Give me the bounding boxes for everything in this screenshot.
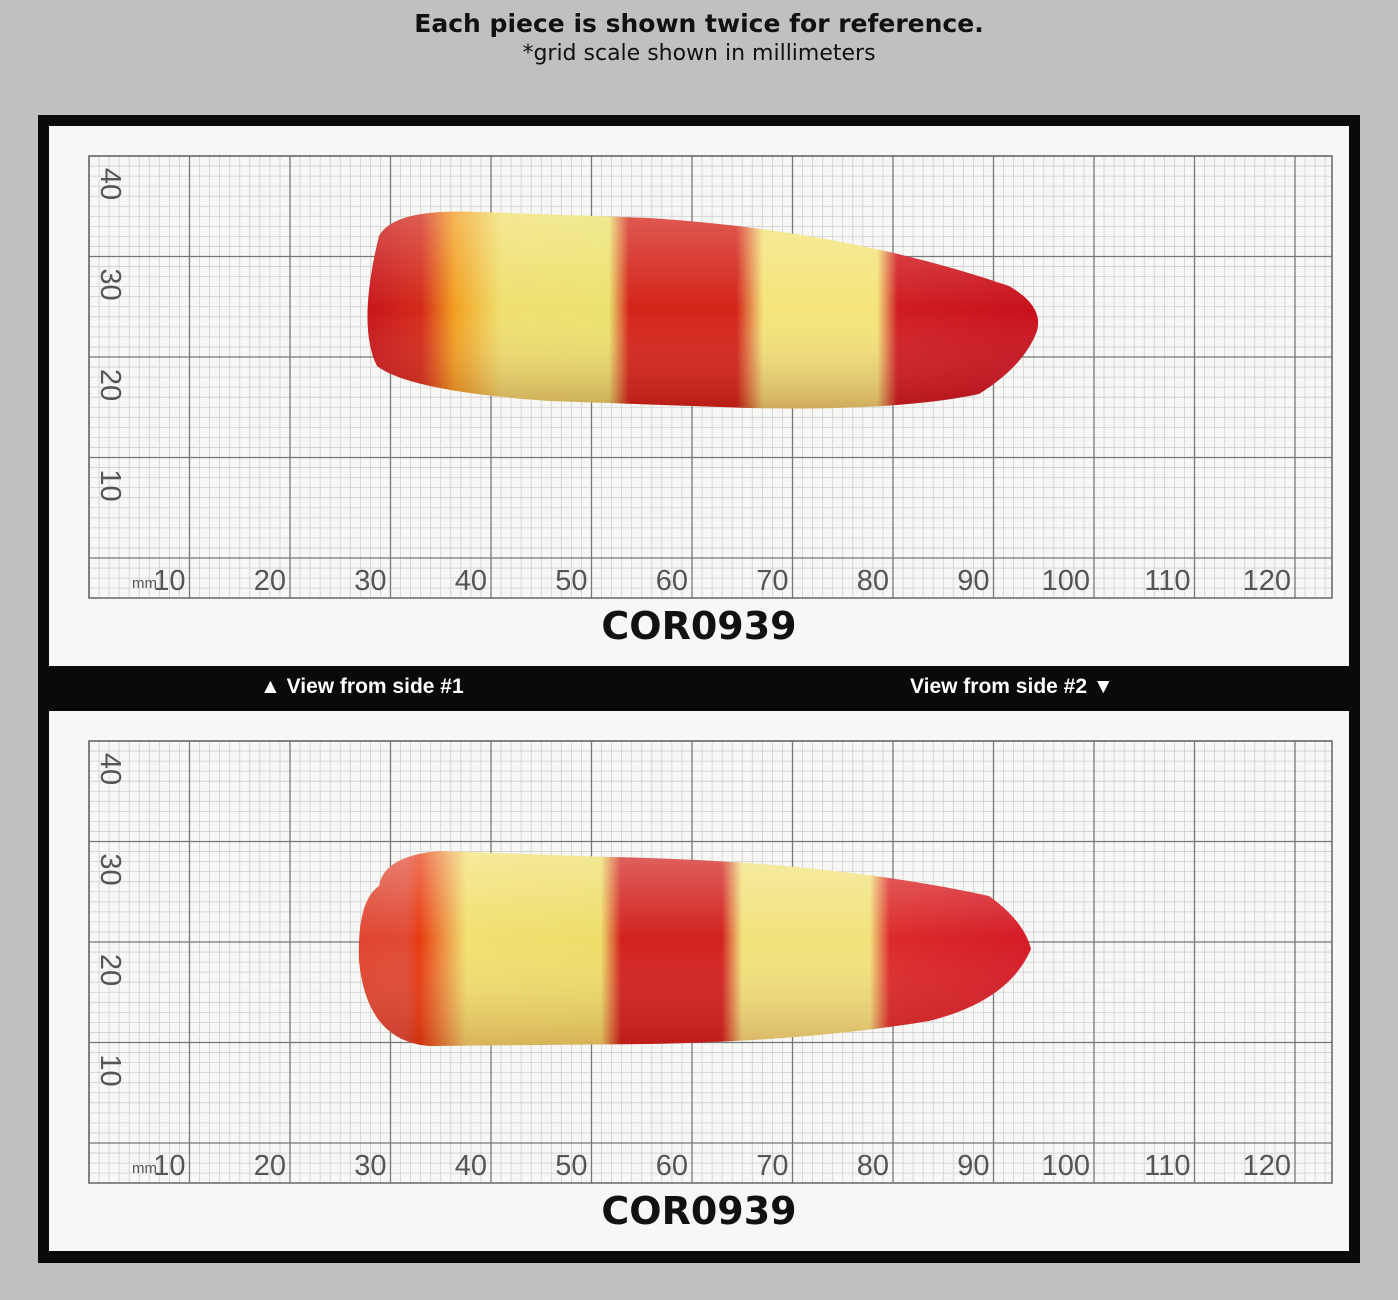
photo-frame: mm 10 20 30 40 50 60 70 80 90 100 110 120 40 30 20 10 (38, 115, 1360, 1263)
x-tick-label: 20 (254, 565, 286, 597)
x-tick-label: 90 (957, 1150, 989, 1182)
x-tick-label: 100 (1042, 565, 1090, 597)
unit-label: mm (132, 1160, 157, 1177)
x-tick-label: 50 (555, 1150, 587, 1182)
x-tick-label: 70 (756, 1150, 788, 1182)
side2-label: View from side #2 ▼ (910, 675, 1114, 698)
gemstone-rough (367, 211, 1039, 409)
unit-label: mm (132, 575, 157, 592)
stone-code: COR0939 (601, 1189, 797, 1233)
gemstone-rough (358, 851, 1031, 1046)
y-tick-label: 10 (94, 1054, 126, 1086)
x-tick-label: 60 (656, 1150, 688, 1182)
x-tick-label: 90 (957, 565, 989, 597)
x-tick-label: 40 (455, 565, 487, 597)
x-tick-label: 60 (656, 565, 688, 597)
x-tick-label: 80 (857, 565, 889, 597)
x-tick-label: 30 (354, 1150, 386, 1182)
x-tick-label: 40 (455, 1150, 487, 1182)
y-tick-label: 10 (94, 469, 126, 501)
x-tick-label: 110 (1144, 565, 1190, 597)
header: Each piece is shown twice for reference.… (0, 8, 1398, 68)
photo-panel-side1: mm 10 20 30 40 50 60 70 80 90 100 110 120 40 30 20 10 (49, 126, 1349, 666)
y-tick-label: 20 (94, 369, 126, 401)
y-tick-label: 40 (94, 753, 126, 785)
y-tick-label: 30 (94, 268, 126, 300)
x-tick-label: 50 (555, 565, 587, 597)
photo-panel-side2: mm 10 20 30 40 50 60 70 80 90 100 110 120 40 30 20 10 (49, 711, 1349, 1251)
x-tick-label: 120 (1243, 1150, 1291, 1182)
y-tick-label: 40 (94, 168, 126, 200)
y-tick-label: 30 (94, 853, 126, 885)
x-tick-label: 80 (857, 1150, 889, 1182)
x-tick-label: 10 (153, 1150, 185, 1182)
stone-code: COR0939 (601, 604, 797, 648)
x-tick-label: 20 (254, 1150, 286, 1182)
y-tick-label: 20 (94, 954, 126, 986)
x-tick-label: 10 (153, 565, 185, 597)
side1-label: ▲ View from side #1 (260, 675, 464, 698)
x-tick-label: 70 (756, 565, 788, 597)
x-tick-label: 120 (1243, 565, 1291, 597)
page-title: Each piece is shown twice for reference. (414, 9, 984, 38)
x-tick-label: 30 (354, 565, 386, 597)
x-tick-label: 110 (1144, 1150, 1190, 1182)
x-tick-label: 100 (1042, 1150, 1090, 1182)
page-subtitle: *grid scale shown in millimeters (522, 41, 876, 66)
